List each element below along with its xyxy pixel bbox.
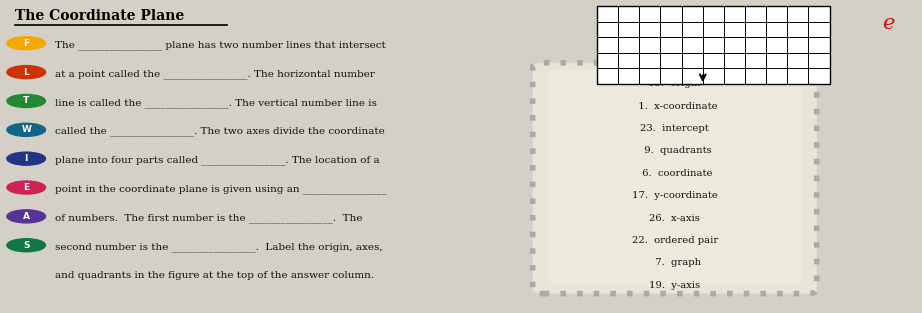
Text: 19.  y-axis: 19. y-axis [649, 281, 701, 290]
Text: The ________________ plane has two number lines that intersect: The ________________ plane has two numbe… [54, 40, 385, 50]
Text: I: I [25, 154, 28, 163]
Text: The Coordinate Plane: The Coordinate Plane [15, 9, 184, 23]
Circle shape [6, 181, 45, 194]
Text: point in the coordinate plane is given using an ________________: point in the coordinate plane is given u… [54, 184, 386, 194]
Text: T: T [23, 96, 30, 105]
Text: A: A [23, 212, 30, 221]
Text: 22.  ordered pair: 22. ordered pair [632, 236, 718, 245]
Text: 26.  x-axis: 26. x-axis [649, 213, 700, 223]
Text: plane into four parts called ________________. The location of a: plane into four parts called ___________… [54, 156, 379, 165]
Circle shape [6, 66, 45, 79]
Text: E: E [23, 183, 30, 192]
FancyBboxPatch shape [533, 63, 817, 294]
Text: e: e [882, 14, 895, 33]
Text: 15.  origin: 15. origin [648, 79, 701, 88]
Text: F: F [23, 39, 30, 48]
Circle shape [6, 95, 45, 107]
Circle shape [6, 239, 45, 252]
Text: and quadrants in the figure at the top of the answer column.: and quadrants in the figure at the top o… [54, 271, 373, 280]
Text: 7.  graph: 7. graph [649, 258, 701, 267]
Text: 23.  intercept: 23. intercept [641, 124, 709, 133]
Circle shape [6, 210, 45, 223]
Circle shape [6, 37, 45, 50]
Text: W: W [21, 125, 31, 134]
Text: second number is the ________________.  Label the origin, axes,: second number is the ________________. L… [54, 242, 383, 252]
FancyBboxPatch shape [549, 69, 801, 287]
Text: 1.  x-coordinate: 1. x-coordinate [632, 101, 717, 110]
Circle shape [6, 123, 45, 136]
Text: 9.  quadrants: 9. quadrants [638, 146, 712, 155]
Circle shape [6, 152, 45, 165]
Text: at a point called the ________________. The horizontal number: at a point called the ________________. … [54, 69, 374, 79]
Text: S: S [23, 241, 30, 250]
Text: line is called the ________________. The vertical number line is: line is called the ________________. The… [54, 98, 376, 108]
Text: called the ________________. The two axes divide the coordinate: called the ________________. The two axe… [54, 127, 384, 136]
Text: 17.  y-coordinate: 17. y-coordinate [632, 191, 717, 200]
Text: 6.  coordinate: 6. coordinate [636, 169, 713, 178]
FancyBboxPatch shape [597, 6, 830, 84]
Text: L: L [23, 68, 30, 77]
Text: of numbers.  The first number is the ________________.  The: of numbers. The first number is the ____… [54, 213, 362, 223]
